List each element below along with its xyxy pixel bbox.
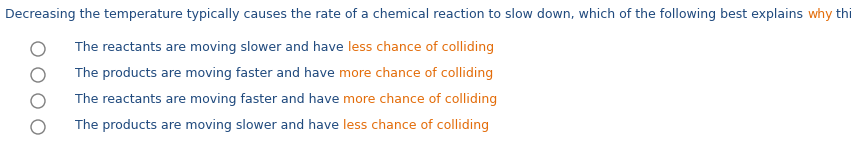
Text: The products are moving faster and have: The products are moving faster and have bbox=[75, 67, 339, 80]
Text: more chance of colliding: more chance of colliding bbox=[343, 93, 498, 106]
Text: The products are moving slower and have: The products are moving slower and have bbox=[75, 119, 343, 132]
Text: The reactants are moving faster and have: The reactants are moving faster and have bbox=[75, 93, 343, 106]
Text: The reactants are moving slower and have: The reactants are moving slower and have bbox=[75, 41, 347, 54]
Text: why: why bbox=[807, 8, 832, 21]
Text: more chance of colliding: more chance of colliding bbox=[339, 67, 493, 80]
Text: this happens?: this happens? bbox=[832, 8, 851, 21]
Text: less chance of colliding: less chance of colliding bbox=[347, 41, 494, 54]
Text: less chance of colliding: less chance of colliding bbox=[343, 119, 489, 132]
Text: Decreasing the temperature typically causes the rate of a chemical reaction to s: Decreasing the temperature typically cau… bbox=[5, 8, 807, 21]
